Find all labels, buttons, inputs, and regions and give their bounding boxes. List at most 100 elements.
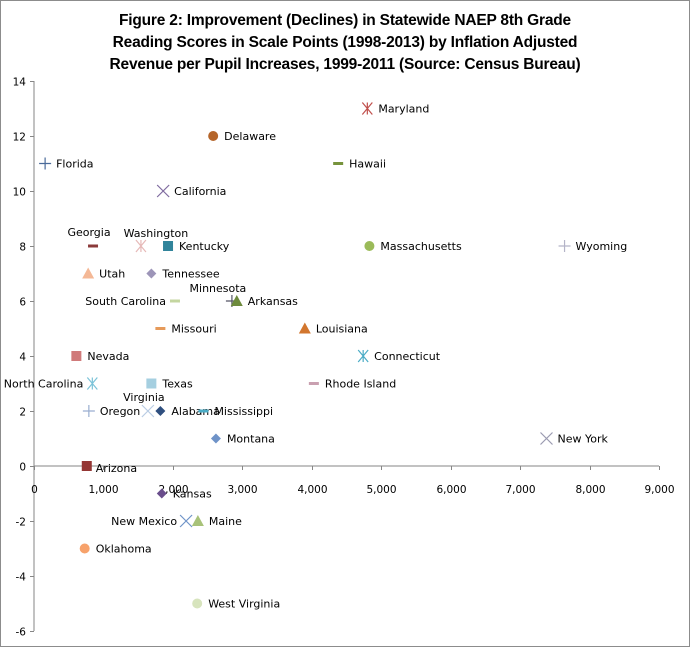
x-tick-label: 6,000 [436,484,466,496]
marker-dash [333,162,344,165]
point-louisiana: Louisiana [298,322,368,336]
marker-x [179,514,193,528]
marker-dash [155,327,166,330]
point-kansas: Kansas [156,488,212,501]
data-label: West Virginia [208,598,280,611]
point-mississippi: Mississippi [198,405,273,418]
point-tennessee: Tennessee [146,268,220,281]
marker-triangle [230,295,243,306]
marker-circle [364,241,375,251]
point-georgia: Georgia [67,226,111,248]
marker-diamond [210,433,221,444]
data-label: Delaware [224,130,276,143]
point-rhode-island: Rhode Island [308,378,396,391]
data-label: Kentucky [179,240,230,253]
point-missouri: Missouri [155,323,217,336]
marker-square [71,351,82,361]
marker-dash [169,299,180,303]
data-label: Alabama [171,405,220,418]
data-label: Missouri [171,323,216,336]
point-massachusetts: Massachusetts [364,240,462,253]
point-oregon: Oregon [82,405,140,418]
x-tick-label: 4,000 [297,484,327,496]
point-kentucky: Kentucky [163,240,230,253]
y-tick-label: -4 [16,572,27,584]
marker-asterisk [135,239,147,253]
marker-triangle [298,322,311,334]
point-utah: Utah [82,267,125,281]
x-tick-label: 3,000 [227,484,257,496]
data-label: Connecticut [374,350,441,363]
chart-title-line-1: Figure 2: Improvement (Declines) in Stat… [119,12,571,29]
data-label: New York [558,433,609,446]
point-california: California [156,184,226,198]
y-tick-label: 8 [19,242,26,254]
x-tick-label: 5,000 [366,484,396,496]
data-label: New Mexico [111,515,177,528]
point-delaware: Delaware [208,130,276,143]
y-tick-label: 14 [13,77,27,89]
marker-asterisk [86,377,98,390]
data-label: Arkansas [248,295,298,308]
x-tick-label: 0 [31,484,38,496]
point-nevada: Nevada [71,350,129,363]
data-label: Virginia [123,391,164,404]
point-oklahoma: Oklahoma [79,543,152,556]
data-label: Wyoming [576,240,628,253]
y-tick-label: 10 [13,187,26,199]
point-montana: Montana [210,433,275,446]
x-tick-label: 1,000 [88,484,118,496]
data-label: Louisiana [316,323,368,336]
data-label: Maine [209,515,242,528]
marker-asterisk [357,349,369,363]
marker-square [81,461,92,471]
y-tick-label: -2 [16,517,26,529]
marker-square [146,378,157,389]
data-label: Mississippi [214,405,273,418]
marker-square [163,241,174,251]
chart-title: Figure 2: Improvement (Declines) in Stat… [0,10,690,76]
marker-circle [208,131,219,141]
data-label: Texas [161,378,193,391]
data-label: Arizona [96,462,137,475]
point-south-carolina: South Carolina [85,295,180,308]
point-washington: Washington [124,227,188,253]
data-label: Oregon [100,405,140,418]
data-label: Utah [99,268,125,281]
data-label: California [174,185,226,198]
data-label: Minnesota [190,282,247,295]
marker-x [540,432,553,445]
marker-asterisk [361,102,373,115]
data-label: Nevada [87,350,129,363]
point-maryland: Maryland [361,102,429,116]
x-tick-label: 9,000 [644,484,674,496]
marker-x [156,184,170,198]
point-texas: Texas [146,378,193,391]
point-arizona: Arizona [81,461,137,475]
marker-plus [39,157,52,170]
y-tick-label: 0 [19,462,26,474]
marker-dash [308,382,319,385]
data-label: Rhode Island [325,378,396,391]
data-label: North Carolina [4,378,84,391]
data-label: Kansas [173,488,212,501]
data-label: Maryland [378,103,429,116]
marker-diamond [155,406,166,416]
marker-diamond [146,268,157,279]
data-label: Tennessee [161,268,220,281]
point-virginia: Virginia [123,391,165,418]
data-label: Florida [56,158,93,171]
y-tick-label: -6 [16,627,27,639]
data-points: Maryland Delaware Florida Hawaii California G… [4,102,628,611]
chart-title-line-3: Revenue per Pupil Increases, 1999-2011 (… [109,56,581,73]
point-florida: Florida [39,157,94,171]
y-tick-label: 2 [19,407,26,419]
y-tick-label: 6 [19,297,26,309]
point-west-virginia: West Virginia [192,598,280,611]
marker-dash [198,409,209,413]
data-label: Hawaii [349,158,386,171]
point-alabama: Alabama [155,405,220,418]
point-north-carolina: North Carolina [4,377,98,391]
